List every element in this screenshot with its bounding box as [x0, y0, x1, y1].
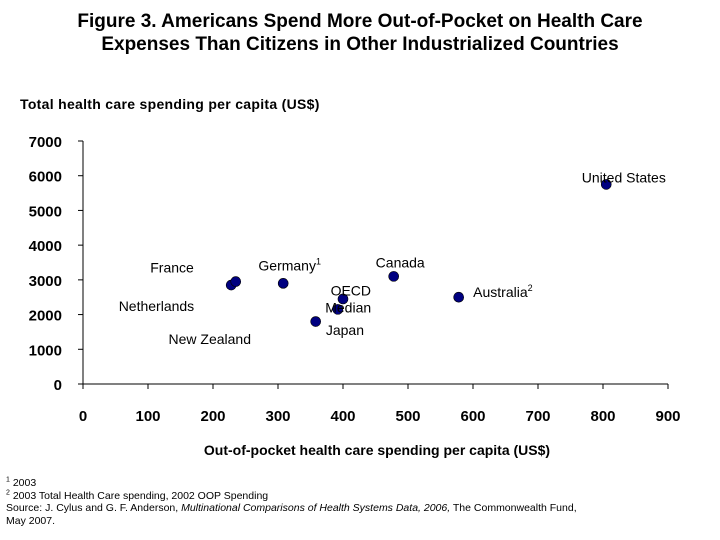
title-line-1: Figure 3. Americans Spend More Out-of-Po… — [77, 11, 643, 32]
y-tick-label: 0 — [54, 377, 62, 394]
x-tick-label: 200 — [200, 408, 225, 425]
x-tick-label: 600 — [460, 408, 485, 425]
annotation-superscript: 2 — [528, 283, 533, 293]
footnote-2-text: 2003 Total Health Care spending, 2002 OO… — [12, 489, 269, 502]
title-line-2: Expenses Than Citizens in Other Industri… — [101, 34, 619, 55]
point-annotation: Australia2 — [473, 283, 532, 300]
x-tick-label: 500 — [395, 408, 420, 425]
y-tick-label: 1000 — [29, 342, 62, 359]
point-annotation: Median — [325, 300, 371, 316]
footnote-2-mark: 2 — [6, 489, 10, 496]
x-tick-label: 0 — [79, 408, 87, 425]
source-suffix: The Commonwealth Fund, — [450, 502, 577, 514]
point-annotation: Germany1 — [258, 256, 321, 273]
source-title: Multinational Comparisons of Health Syst… — [181, 502, 451, 514]
y-tick-label: 5000 — [29, 203, 62, 220]
footnote-1: 1 2003 — [6, 477, 714, 490]
x-tick-label: 800 — [590, 408, 615, 425]
point-annotation: Canada — [376, 255, 425, 271]
x-tick-label: 700 — [525, 408, 550, 425]
y-tick-label: 3000 — [29, 273, 62, 290]
x-tick-label: 100 — [135, 408, 160, 425]
point-annotation: Japan — [326, 322, 364, 338]
data-point — [600, 179, 612, 190]
footnote-2: 2 2003 Total Health Care spending, 2002 … — [6, 489, 714, 503]
point-annotation: New Zealand — [169, 331, 252, 347]
data-point — [230, 276, 242, 287]
data-point — [310, 316, 322, 327]
y-tick-label: 7000 — [29, 134, 62, 151]
x-tick-label: 300 — [265, 408, 290, 425]
source-date: May 2007. — [6, 514, 56, 527]
data-point — [388, 271, 400, 282]
data-point — [277, 278, 289, 289]
footnote-1-mark: 1 — [6, 476, 10, 484]
source-line: Source: J. Cylus and G. F. Anderson, Mul… — [6, 502, 714, 515]
annotation-superscript: 1 — [316, 256, 321, 266]
x-axis-label: Out-of-pocket health care spending per c… — [204, 442, 550, 458]
data-point — [453, 291, 465, 303]
y-axis-label: Total health care spending per capita (U… — [20, 96, 320, 112]
scatter-chart: 0 1000 2000 3000 4000 5000 6000 7000 0 100 200 300 4… — [29, 134, 681, 458]
footnote-1-text: 2003 — [12, 477, 37, 489]
source-prefix: Source: J. Cylus and G. F. Anderson, — [6, 502, 182, 514]
point-annotation: United States — [582, 169, 666, 185]
point-annotation: Netherlands — [119, 298, 195, 314]
data-point — [337, 293, 349, 305]
point-annotation: OECD — [331, 282, 371, 298]
chart-title: Figure 3. Americans Spend More Out-of-Po… — [0, 10, 720, 56]
footnotes: 1 2003 2 2003 Total Health Care spending… — [6, 477, 714, 527]
y-tick-label: 6000 — [29, 169, 62, 186]
x-tick-label: 400 — [330, 408, 355, 425]
y-tick-label: 2000 — [29, 308, 62, 325]
y-tick-label: 4000 — [29, 238, 62, 255]
point-annotation: France — [150, 260, 194, 276]
data-point — [332, 304, 344, 315]
x-tick-label: 900 — [655, 408, 680, 425]
